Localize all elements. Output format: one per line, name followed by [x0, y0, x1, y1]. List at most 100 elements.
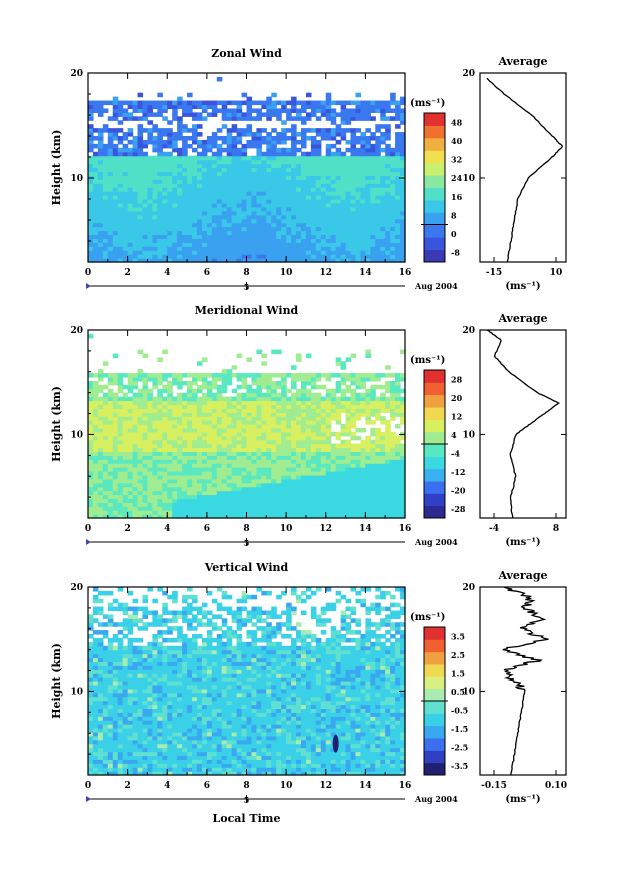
heatmap-cell: [286, 254, 292, 259]
heatmap-cell: [276, 179, 282, 184]
heatmap-cell: [142, 471, 149, 476]
heatmap-cell: [261, 234, 267, 239]
heatmap-cell: [196, 384, 203, 390]
heatmap-cell: [315, 490, 322, 496]
heatmap-cell: [276, 455, 282, 460]
heatmap-cell: [88, 696, 94, 702]
heatmap-cell: [107, 159, 114, 165]
heatmap-cell: [226, 420, 233, 425]
heatmap-cell: [360, 494, 366, 500]
heatmap-cell: [137, 139, 144, 145]
heatmap-cell: [137, 490, 144, 496]
heatmap-cell: [92, 187, 99, 192]
heatmap-cell: [117, 431, 124, 437]
heatmap-cell: [395, 191, 401, 196]
heatmap-cell: [380, 510, 386, 515]
heatmap-cell: [206, 210, 213, 216]
heatmap-cell: [261, 380, 267, 386]
heatmap-cell: [206, 199, 213, 204]
heatmap-cell: [92, 128, 99, 133]
heatmap-cell: [236, 471, 243, 476]
heatmap-cell: [97, 234, 104, 239]
heatmap-cell: [97, 482, 104, 488]
heatmap-cell: [300, 234, 307, 239]
heatmap-cell: [291, 163, 297, 169]
heatmap-cell: [177, 155, 183, 161]
heatmap-cell: [251, 420, 257, 425]
heatmap-cell: [117, 502, 124, 507]
heatmap-cell: [88, 514, 94, 519]
heatmap-cell: [360, 400, 366, 406]
heatmap-cell: [206, 478, 213, 484]
heatmap-cell: [286, 478, 292, 484]
heatmap-cell: [375, 214, 381, 220]
heatmap-cell: [88, 716, 94, 721]
heatmap-cell: [196, 459, 203, 464]
heatmap-cell: [97, 206, 104, 212]
heatmap-cell: [107, 743, 114, 749]
heatmap-cell: [320, 447, 327, 453]
heatmap-cell: [107, 179, 114, 184]
heatmap-cell: [112, 486, 119, 492]
heatmap-cell: [127, 478, 134, 484]
heatmap-cell: [162, 447, 168, 453]
heatmap-cell: [92, 175, 99, 180]
heatmap-cell: [345, 112, 352, 117]
heatmap-cell: [142, 467, 149, 472]
heatmap-cell: [142, 435, 149, 441]
heatmap-cell: [127, 179, 134, 184]
heatmap-cell: [330, 416, 337, 421]
heatmap-cell: [147, 179, 153, 184]
heatmap-cell: [196, 155, 203, 161]
heatmap-cell: [147, 435, 153, 441]
heatmap-cell: [400, 96, 406, 102]
heatmap-cell: [88, 424, 94, 429]
heatmap-cell: [142, 388, 149, 394]
heatmap-cell: [196, 439, 203, 445]
heatmap-cell: [132, 424, 139, 429]
heatmap-cell: [182, 155, 188, 161]
heatmap-cell: [157, 424, 163, 429]
heatmap-cell: [201, 490, 208, 496]
heatmap-cell: [370, 210, 376, 216]
heatmap-cell: [340, 226, 347, 232]
heatmap-cell: [335, 478, 342, 484]
heatmap-cell: [266, 420, 272, 425]
heatmap-cell: [380, 112, 386, 117]
heatmap-cell: [231, 250, 238, 255]
heatmap-cell: [325, 234, 332, 239]
heatmap-cell: [360, 116, 366, 121]
heatmap-cell: [117, 420, 124, 425]
heatmap-cell: [390, 510, 396, 515]
heatmap-cell: [241, 132, 248, 137]
heatmap-cell: [340, 171, 347, 176]
heatmap-cell: [251, 482, 257, 488]
heatmap-cell: [137, 396, 144, 402]
heatmap-cell: [117, 443, 124, 449]
heatmap-cell: [107, 404, 114, 409]
heatmap-cell: [266, 506, 272, 511]
heatmap-cell: [281, 128, 287, 133]
heatmap-cell: [330, 163, 337, 169]
heatmap-cell: [300, 443, 307, 449]
heatmap-cell: [350, 143, 357, 149]
heatmap-cell: [152, 377, 158, 382]
heatmap-cell: [360, 404, 366, 409]
heatmap-cell: [102, 443, 109, 449]
heatmap-cell: [380, 238, 386, 243]
heatmap-cell: [216, 128, 223, 133]
heatmap-cell: [296, 171, 302, 176]
heatmap-cell: [365, 128, 371, 133]
heatmap-cell: [350, 388, 357, 394]
heatmap-cell: [256, 254, 262, 259]
heatmap-cell: [400, 420, 406, 425]
heatmap-cell: [241, 416, 248, 421]
heatmap-cell: [251, 155, 257, 161]
heatmap-cell: [256, 467, 262, 472]
heatmap-cell: [182, 510, 188, 515]
heatmap-cell: [281, 139, 287, 145]
heatmap-cell: [196, 258, 203, 263]
heatmap-cell: [162, 183, 168, 188]
heatmap-cell: [172, 373, 178, 378]
heatmap-cell: [365, 167, 371, 173]
